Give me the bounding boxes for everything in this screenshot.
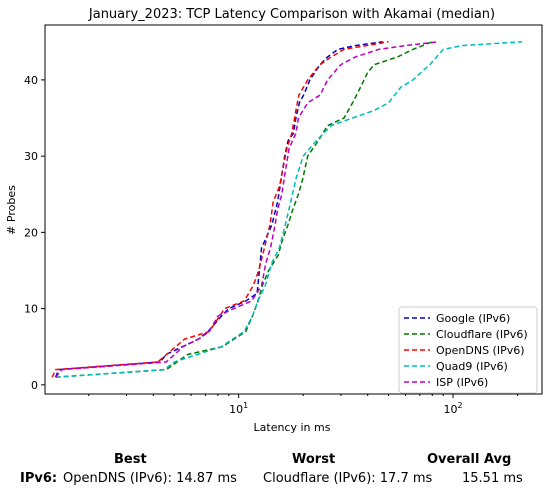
y-tick-label: 20	[24, 226, 38, 239]
legend-label: ISP (IPv6)	[436, 376, 488, 389]
summary-worst-header: Worst	[292, 452, 336, 467]
y-tick-label: 30	[24, 150, 38, 163]
y-tick-label: 0	[31, 379, 38, 392]
legend: Google (IPv6) Cloudflare (IPv6) OpenDNS (I…	[398, 306, 538, 394]
legend-label: Quad9 (IPv6)	[436, 360, 508, 373]
summary-row-label: IPv6:	[20, 471, 58, 486]
series-line	[55, 41, 438, 378]
latency-chart: January_2023: TCP Latency Comparison wit…	[5, 7, 543, 434]
x-tick-label: 102	[443, 401, 462, 416]
summary-avg-value: 15.51 ms	[462, 471, 523, 486]
legend-label: Google (IPv6)	[436, 312, 510, 325]
legend-box	[398, 306, 538, 394]
y-tick-label: 10	[24, 303, 38, 316]
y-tick-label: 40	[24, 74, 38, 87]
axes-frame	[44, 24, 543, 395]
legend-label: Cloudflare (IPv6)	[436, 328, 528, 341]
summary-best-value: OpenDNS (IPv6): 14.87 ms	[63, 471, 237, 486]
summary-avg-header: Overall Avg	[427, 452, 512, 467]
series-line	[51, 41, 389, 378]
plot-area: 0 10 20 30 40 101 102	[24, 24, 543, 416]
series-line	[54, 41, 383, 378]
series-line	[55, 41, 433, 378]
series-line	[55, 41, 523, 378]
x-axis-label: Latency in ms	[254, 421, 331, 434]
x-tick-label: 101	[229, 401, 248, 416]
y-axis-label: # Probes	[5, 185, 18, 235]
summary-worst-value: Cloudflare (IPv6): 17.7 ms	[263, 471, 433, 486]
legend-label: OpenDNS (IPv6)	[436, 344, 525, 357]
summary-best-header: Best	[114, 452, 147, 467]
chart-title: January_2023: TCP Latency Comparison wit…	[88, 7, 495, 22]
